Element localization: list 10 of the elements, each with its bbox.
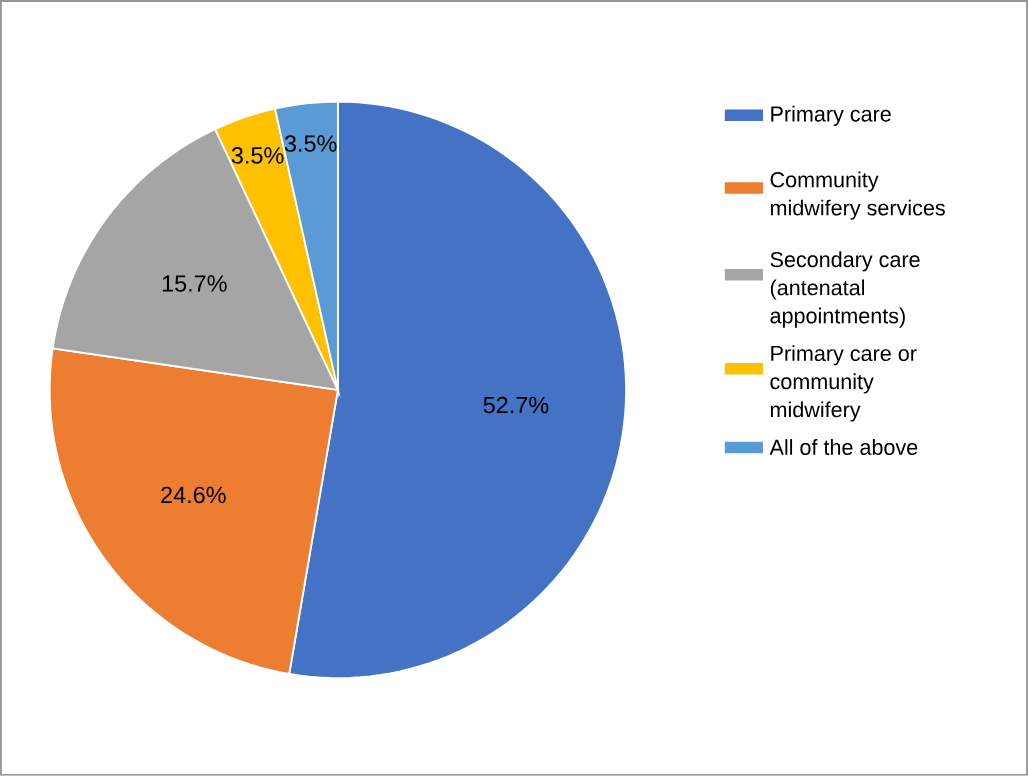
data-label: 3.5% [231,147,284,164]
legend-label: All of the above [769,439,918,456]
data-label: 24.6% [161,486,226,504]
legend-label: Primary care [771,105,891,126]
data-label: 52.7% [483,396,549,414]
data-label: 3.5% [284,135,337,152]
legend-label: Community midwifery services [770,171,945,220]
legend-label: Secondary care (antenatal appointments) [770,251,920,328]
legend-label: Primary care or community midwifery [770,345,917,422]
data-label: 15.7% [162,275,227,292]
